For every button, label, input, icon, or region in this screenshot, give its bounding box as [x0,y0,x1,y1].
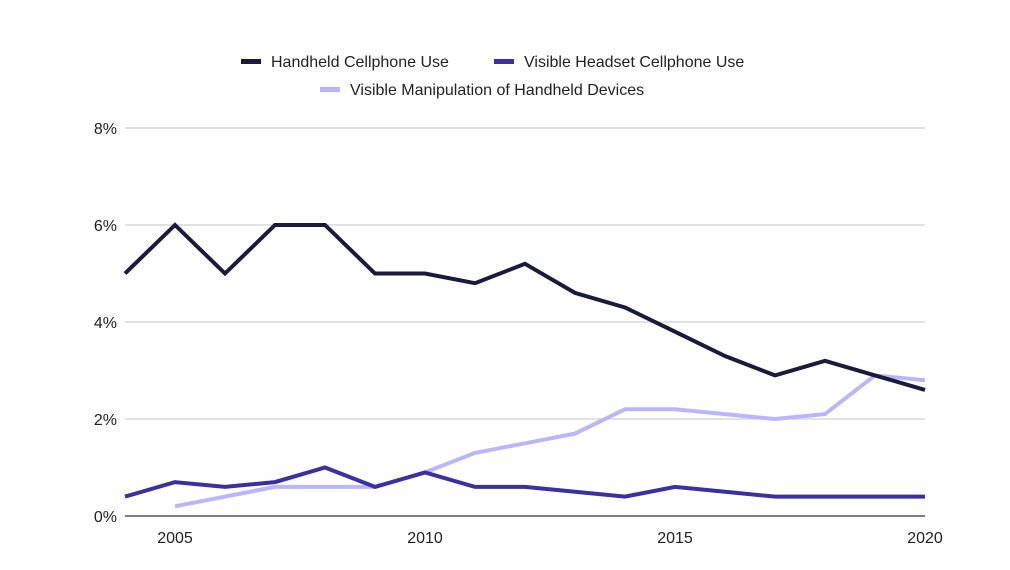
x-tick-label: 2015 [657,530,693,547]
legend-swatch [241,59,261,64]
legend-swatch [494,59,514,64]
legend-label: Handheld Cellphone Use [271,54,449,71]
y-tick-label: 4% [94,315,117,332]
x-tick-label: 2020 [907,530,943,547]
legend-swatch [320,87,340,92]
series-line-1 [124,465,925,499]
series-line-2 [174,373,926,509]
x-tick-label: 2010 [407,530,443,547]
y-tick-label: 2% [94,412,117,429]
x-tick-label: 2005 [157,530,193,547]
legend-label: Visible Headset Cellphone Use [524,54,744,71]
series-line-0 [123,222,926,392]
y-tick-label: 6% [94,218,117,235]
legend-label: Visible Manipulation of Handheld Devices [350,82,644,99]
y-tick-label: 0% [94,509,117,526]
y-tick-label: 8% [94,121,117,138]
